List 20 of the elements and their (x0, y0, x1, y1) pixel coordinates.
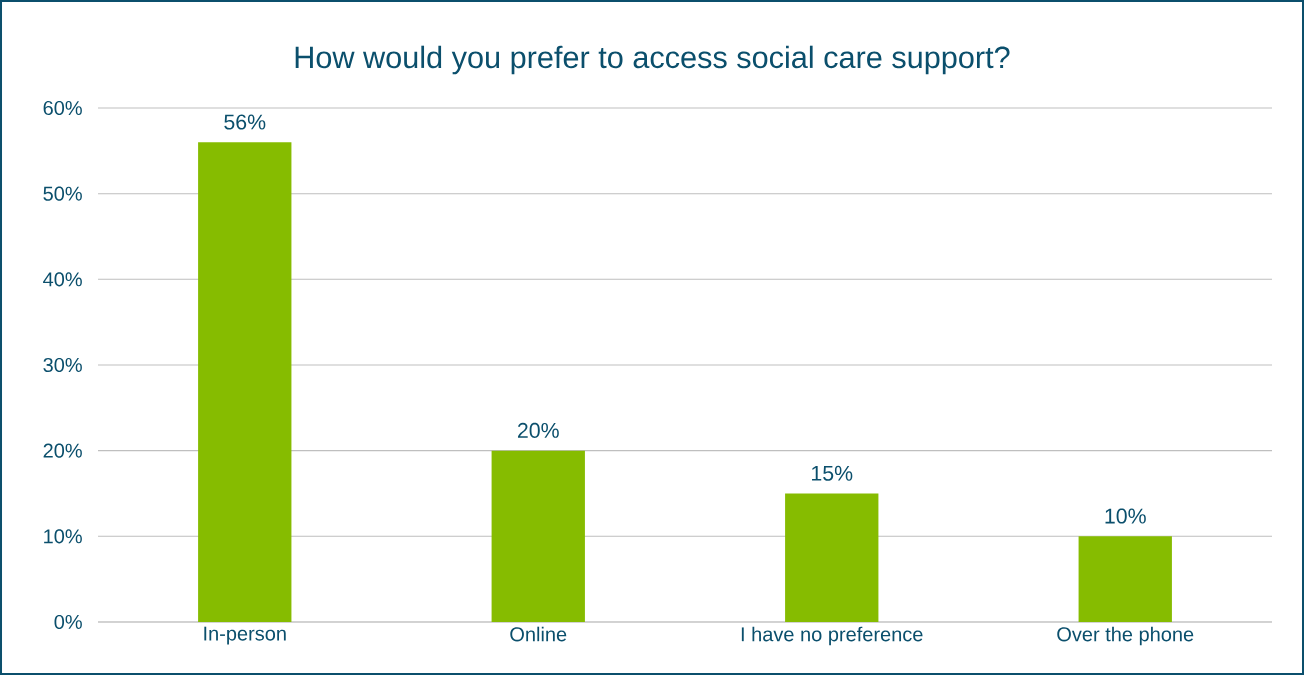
y-tick-label: 60% (43, 100, 82, 116)
data-label: 10% (1105, 508, 1146, 524)
data-label: 20% (517, 422, 559, 438)
x-tick-label: In-person (204, 626, 286, 645)
y-tick-label: 20% (43, 443, 82, 458)
data-label: 15% (812, 465, 853, 481)
bar (491, 450, 585, 622)
y-tick-label: 40% (43, 272, 82, 287)
bar (785, 493, 879, 622)
y-tick-label: 50% (43, 186, 82, 201)
x-tick-label: I have no preference (741, 626, 923, 646)
data-label: 56% (224, 114, 266, 130)
x-tick-label: Over the phone (1057, 626, 1194, 646)
bar (198, 142, 292, 622)
x-tick-label: Online (510, 626, 567, 642)
y-tick-label: 0% (54, 614, 82, 630)
y-tick-label: 10% (44, 529, 82, 544)
chart-title: How would you prefer to access social care support? (295, 45, 1010, 75)
bar (1078, 536, 1172, 622)
y-tick-label: 30% (43, 357, 82, 373)
